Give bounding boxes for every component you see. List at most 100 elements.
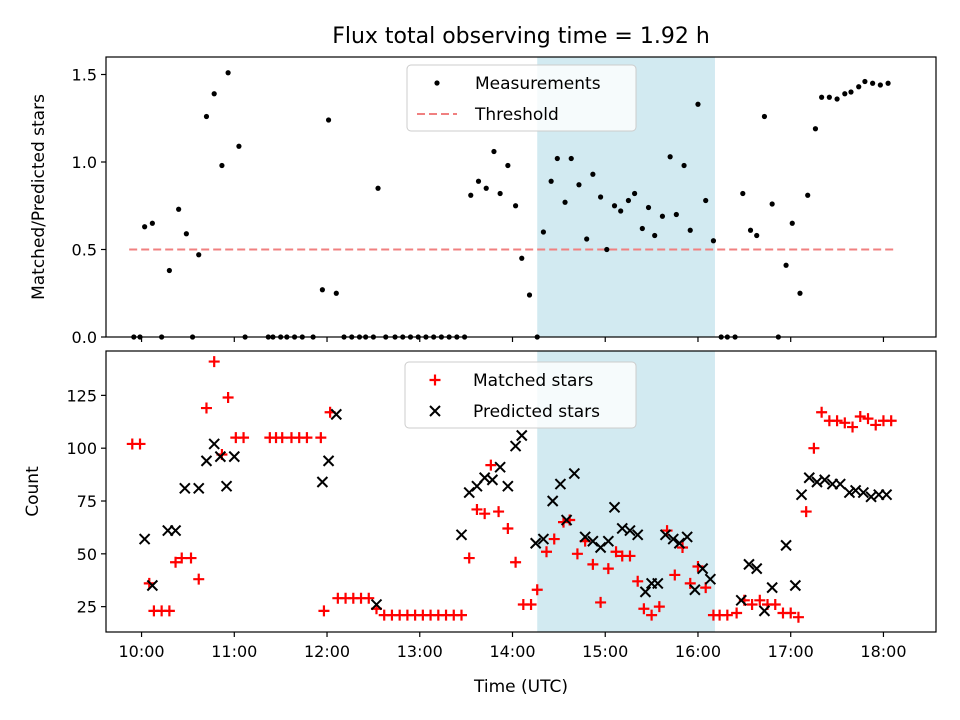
- measurement-point: [789, 220, 795, 226]
- y-tick-label: 75: [77, 492, 97, 511]
- matched-star-point: [479, 508, 491, 520]
- measurement-point: [166, 267, 172, 274]
- measurement-point: [611, 203, 618, 209]
- predicted-star-point: [667, 533, 679, 545]
- predicted-star-point: [735, 594, 747, 607]
- measurement-point: [497, 190, 503, 197]
- predicted-star-point: [220, 480, 233, 492]
- measurement-point: [142, 224, 148, 230]
- matched-star-point: [541, 546, 553, 558]
- legend-label: Measurements: [475, 74, 601, 94]
- matched-star-point: [800, 506, 812, 518]
- measurement-point: [211, 91, 217, 97]
- measurement-point: [468, 192, 474, 198]
- x-tick-label: 17:00: [768, 642, 814, 661]
- measurement-point: [819, 94, 825, 100]
- measurement-point: [834, 96, 840, 102]
- predicted-star-point: [179, 482, 191, 495]
- measurement-point: [805, 192, 811, 198]
- x-tick-label: 13:00: [397, 642, 443, 661]
- matched-star-point: [669, 569, 681, 581]
- x-tick-label: 12:00: [304, 642, 350, 661]
- measurement-point: [483, 185, 489, 191]
- matched-star-point: [587, 558, 599, 570]
- measurement-point: [703, 197, 709, 204]
- predicted-star-point: [322, 455, 335, 467]
- x-tick-label: 10:00: [118, 642, 164, 661]
- predicted-star-point: [795, 488, 808, 501]
- measurement-point: [590, 171, 596, 177]
- measurement-point: [491, 148, 497, 155]
- measurement-point: [568, 155, 574, 162]
- predicted-star-point: [880, 488, 893, 501]
- legend-label: Matched stars: [473, 371, 593, 391]
- measurement-point: [632, 190, 638, 197]
- x-tick-label: 15:00: [582, 642, 628, 661]
- predicted-star-point: [843, 486, 856, 499]
- measurement-point: [540, 229, 547, 235]
- matched-star-point: [885, 415, 897, 427]
- x-tick-label: 16:00: [675, 642, 721, 661]
- predicted-star-point: [200, 455, 213, 467]
- predicted-star-point: [455, 529, 468, 541]
- measurement-point: [526, 292, 533, 298]
- matched-star-point: [170, 556, 182, 568]
- matched-star-point: [646, 609, 658, 621]
- legend-predicted-marker: [429, 405, 441, 417]
- measurement-point: [604, 246, 610, 253]
- predicted-star-point: [516, 429, 528, 442]
- measurement-point: [325, 117, 332, 123]
- matched-star-point: [862, 413, 874, 425]
- predicted-star-point: [704, 573, 717, 585]
- matched-star-point: [754, 594, 766, 606]
- matched-star-point: [455, 609, 467, 621]
- predicted-star-point: [169, 524, 182, 537]
- predicted-star-point: [780, 539, 792, 552]
- matched-star-point: [363, 592, 375, 604]
- measurement-point: [783, 262, 789, 268]
- measurement-point: [848, 89, 854, 95]
- matched-star-point: [769, 599, 781, 611]
- matched-star-point: [222, 391, 234, 403]
- predicted-star-point: [624, 524, 636, 537]
- measurement-point: [769, 201, 775, 207]
- measurement-point: [333, 290, 339, 296]
- measurement-point: [877, 82, 883, 88]
- matched-star-point: [839, 417, 851, 429]
- measurement-point: [625, 197, 632, 204]
- measurement-point: [618, 208, 624, 214]
- measurement-point: [203, 113, 210, 120]
- matched-star-point: [746, 599, 758, 611]
- measurement-point: [639, 225, 645, 232]
- measurement-point: [225, 70, 231, 76]
- predicted-star-point: [579, 531, 591, 543]
- matched-star-point: [301, 432, 313, 444]
- measurement-point: [659, 213, 666, 219]
- y-tick-label: 25: [77, 598, 97, 617]
- predicted-star-point: [537, 533, 550, 545]
- predicted-star-point: [639, 586, 652, 598]
- measurement-point: [885, 80, 891, 86]
- matched-star-point: [471, 503, 483, 515]
- matched-star-point: [632, 575, 644, 587]
- y-tick-label: 1.0: [72, 153, 97, 172]
- predicted-star-point: [138, 533, 151, 545]
- measurement-point: [870, 80, 876, 86]
- measurement-point: [519, 255, 525, 261]
- measurement-point: [236, 143, 242, 149]
- predicted-star-point: [502, 480, 514, 492]
- measurement-point: [149, 220, 155, 226]
- legend-matched-marker: [429, 374, 441, 386]
- predicted-star-point: [789, 579, 802, 592]
- measurement-point: [576, 182, 582, 188]
- predicted-star-point: [486, 474, 499, 486]
- measurement-point: [319, 287, 325, 293]
- y-axis-label: Count: [23, 466, 43, 517]
- matched-star-point: [176, 552, 188, 564]
- x-tick-label: 14:00: [489, 642, 535, 661]
- predicted-star-point: [546, 495, 559, 507]
- bottom-panel: 25 50 75 100 125 10:00 11:00 12:00 13:00 14:00 15:…: [23, 350, 937, 661]
- measurement-point: [554, 155, 560, 162]
- measurement-point: [505, 162, 511, 169]
- legend-label: Predicted stars: [473, 402, 600, 422]
